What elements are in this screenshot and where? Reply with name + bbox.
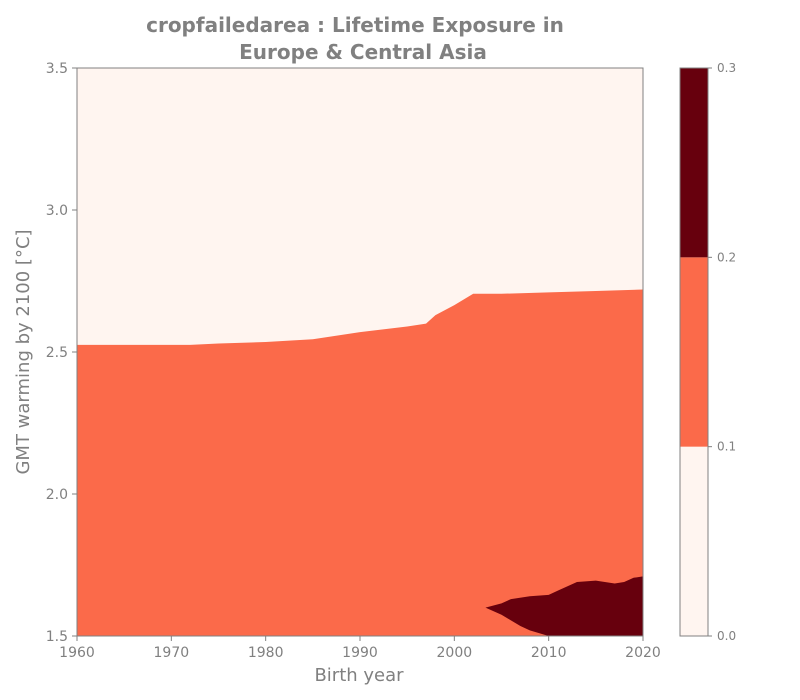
title-line-2: Europe & Central Asia xyxy=(239,40,487,64)
y-axis: 1.5 2.0 2.5 3.0 3.5 xyxy=(46,61,77,645)
colorbar-segment xyxy=(680,68,708,258)
colorbar-segment xyxy=(680,257,708,447)
x-tick-label: 2010 xyxy=(531,645,567,661)
y-tick-label: 3.0 xyxy=(46,203,68,219)
x-tick-label: 1960 xyxy=(59,645,95,661)
colorbar-segment xyxy=(680,446,708,636)
colorbar-tick-label: 0.0 xyxy=(717,629,736,643)
colorbar-tick-label: 0.2 xyxy=(717,250,736,264)
plot-area xyxy=(76,67,644,637)
contour-regions xyxy=(77,68,643,636)
x-tick-label: 1990 xyxy=(342,645,378,661)
y-tick-label: 1.5 xyxy=(46,629,68,645)
colorbar-frame xyxy=(679,67,709,637)
colorbar-tick-label: 0.3 xyxy=(717,61,736,75)
y-tick-label: 2.5 xyxy=(46,345,68,361)
colorbar: 0.0 0.1 0.2 0.3 xyxy=(679,61,736,643)
y-tick-label: 2.0 xyxy=(46,487,68,503)
title-line-1: cropfailedarea : Lifetime Exposure in xyxy=(146,13,564,37)
y-axis-label: GMT warming by 2100 [°C] xyxy=(13,229,34,474)
region-level-0.1-0.2 xyxy=(77,289,643,636)
colorbar-tick-label: 0.1 xyxy=(717,440,736,454)
x-tick-label: 1980 xyxy=(248,645,284,661)
x-tick-label: 2000 xyxy=(437,645,473,661)
chart-title: cropfailedarea : Lifetime Exposure in Eu… xyxy=(146,13,564,64)
x-axis: 1960 1970 1980 1990 2000 2010 2020 xyxy=(59,636,661,661)
x-tick-label: 2020 xyxy=(625,645,661,661)
x-axis-label: Birth year xyxy=(314,665,404,686)
y-tick-label: 3.5 xyxy=(46,61,68,77)
x-tick-label: 1970 xyxy=(154,645,190,661)
region-level-0.2-0.3 xyxy=(485,576,643,636)
